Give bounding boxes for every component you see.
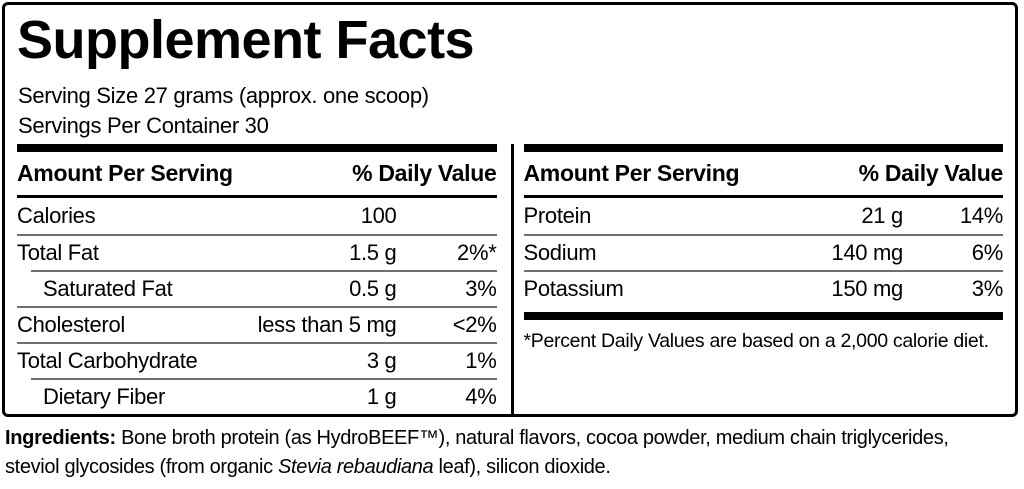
table-row-sodium: Sodium 140 mg 6%: [523, 234, 1004, 270]
ingredients-text-1: Bone broth protein (as HydroBEEF™), natu…: [115, 427, 949, 449]
nutrient-amount: 3 g: [366, 348, 397, 373]
nutrient-dv: 4%: [465, 384, 497, 409]
table-row-protein: Protein 21 g 14%: [524, 198, 1004, 234]
nutrient-dv: 3%: [465, 276, 497, 301]
facts-column-right: Amount Per Serving % Daily Value Protein…: [510, 144, 1004, 414]
page-title: Supplement Facts: [17, 10, 475, 70]
nutrient-amount: less than 5 mg: [257, 312, 397, 337]
nutrient-name: Saturated Fat: [43, 276, 173, 301]
nutrient-name: Calories: [17, 203, 96, 228]
serving-size-text: Serving Size 27 grams (approx. one scoop…: [18, 83, 429, 108]
column-header-left: Amount Per Serving % Daily Value: [17, 144, 497, 198]
nutrient-dv: 6%: [971, 240, 1004, 265]
nutrient-rows-right: Protein 21 g 14% Sodium 140 mg 6% Potass…: [523, 198, 1004, 306]
amount-per-serving-header: Amount Per Serving: [523, 160, 740, 186]
footnote-divider-bar: [523, 312, 1003, 320]
facts-column-left: Amount Per Serving % Daily Value Calorie…: [17, 144, 511, 414]
table-row-dietary-fiber: Dietary Fiber 1 g 4%: [31, 378, 497, 414]
daily-value-footnote: *Percent Daily Values are based on a 2,0…: [523, 330, 990, 352]
nutrient-name: Protein: [523, 203, 592, 228]
amount-per-serving-header: Amount Per Serving: [17, 160, 233, 186]
nutrient-dv: <2%: [452, 312, 497, 337]
table-row-potassium: Potassium 150 mg 3%: [523, 270, 1004, 306]
nutrient-dv: 3%: [971, 276, 1004, 301]
nutrient-name: Total Carbohydrate: [17, 348, 198, 373]
nutrient-amount: 140 mg: [831, 240, 903, 265]
nutrient-name: Potassium: [523, 276, 624, 301]
table-row-saturated-fat: Saturated Fat 0.5 g 3%: [31, 270, 497, 306]
ingredients-text-2: steviol glycosides (from organic: [5, 456, 279, 478]
nutrient-name: Total Fat: [17, 240, 99, 265]
table-row-total-fat: Total Fat 1.5 g 2%*: [17, 234, 497, 270]
nutrient-amount: 21 g: [861, 203, 903, 228]
nutrient-name: Cholesterol: [17, 312, 125, 337]
nutrient-amount: 1 g: [366, 384, 397, 409]
table-row-cholesterol: Cholesterol less than 5 mg <2%: [17, 306, 497, 342]
serving-info: Serving Size 27 grams (approx. one scoop…: [18, 81, 1003, 141]
daily-value-header: % Daily Value: [858, 160, 1004, 186]
nutrient-amount: 150 mg: [831, 276, 903, 301]
ingredients-line-1: Ingredients: Bone broth protein (as Hydr…: [5, 424, 1021, 453]
facts-box: Supplement Facts Serving Size 27 grams (…: [2, 2, 1018, 417]
ingredients-line-2: steviol glycosides (from organic Stevia …: [5, 453, 1021, 482]
daily-value-header: % Daily Value: [352, 160, 497, 186]
nutrient-dv: 1%: [465, 348, 497, 373]
nutrient-name: Dietary Fiber: [43, 384, 166, 409]
ingredients-label: Ingredients:: [5, 427, 116, 449]
table-row-calories: Calories 100: [17, 198, 497, 234]
ingredients-section: Ingredients: Bone broth protein (as Hydr…: [5, 424, 1021, 482]
nutrient-amount: 1.5 g: [349, 240, 397, 265]
facts-table: Amount Per Serving % Daily Value Calorie…: [17, 144, 1003, 414]
nutrient-dv: 2%*: [457, 240, 497, 265]
nutrient-name: Sodium: [523, 240, 597, 265]
ingredients-species-name: Stevia rebaudiana: [278, 456, 434, 478]
nutrient-dv: 14%: [959, 203, 1003, 228]
nutrient-rows-left: Calories 100 Total Fat 1.5 g 2%* Saturat…: [17, 198, 497, 414]
nutrient-amount: 100: [360, 203, 397, 228]
ingredients-text-3: leaf), silicon dioxide.: [433, 456, 611, 478]
column-header-right: Amount Per Serving % Daily Value: [523, 144, 1004, 198]
servings-per-container-text: Servings Per Container 30: [18, 113, 269, 138]
table-row-total-carbohydrate: Total Carbohydrate 3 g 1%: [17, 342, 497, 378]
nutrient-amount: 0.5 g: [349, 276, 397, 301]
